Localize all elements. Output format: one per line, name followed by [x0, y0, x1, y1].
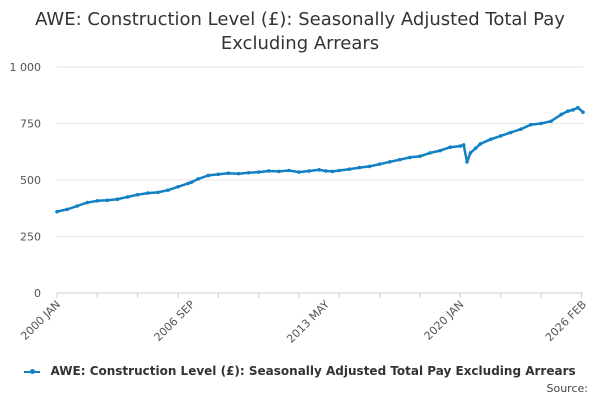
data-point[interactable]: [468, 151, 473, 155]
data-point[interactable]: [246, 170, 251, 175]
data-point[interactable]: [75, 204, 79, 208]
x-tick-label: 2013 MAY: [284, 298, 332, 346]
data-point[interactable]: [135, 192, 140, 197]
data-point[interactable]: [458, 144, 463, 148]
data-point[interactable]: [216, 172, 221, 177]
y-tick-label: 500: [20, 174, 41, 187]
data-point[interactable]: [65, 207, 69, 212]
data-point[interactable]: [330, 169, 335, 174]
data-point[interactable]: [85, 200, 90, 205]
data-point[interactable]: [465, 160, 469, 164]
data-point[interactable]: [581, 110, 585, 114]
data-point[interactable]: [189, 180, 194, 185]
data-point[interactable]: [367, 164, 372, 169]
data-point[interactable]: [307, 169, 311, 173]
data-point[interactable]: [398, 157, 402, 162]
source-label: Source:: [546, 382, 589, 395]
data-point[interactable]: [125, 195, 130, 199]
x-tick-label: 2000 JAN: [18, 298, 63, 343]
data-point[interactable]: [478, 142, 483, 146]
data-point[interactable]: [488, 137, 493, 142]
data-point[interactable]: [539, 121, 543, 126]
y-axis-tick-labels: 0 250 500 750 1 000: [10, 61, 42, 300]
data-point[interactable]: [145, 191, 150, 195]
data-point[interactable]: [347, 167, 352, 171]
series-layer: [55, 105, 585, 214]
data-point[interactable]: [519, 127, 523, 131]
chart-title-line2: Excluding Arrears: [220, 33, 380, 54]
x-tick-label: 2026 FEB: [543, 298, 589, 344]
data-point[interactable]: [461, 143, 466, 147]
data-point[interactable]: [176, 184, 180, 189]
data-point[interactable]: [418, 154, 422, 159]
data-point[interactable]: [166, 188, 170, 192]
data-point[interactable]: [508, 130, 513, 135]
data-point[interactable]: [206, 173, 211, 178]
data-point[interactable]: [196, 177, 200, 181]
grid-lines: [57, 66, 583, 294]
data-point[interactable]: [297, 170, 301, 174]
data-point[interactable]: [115, 197, 120, 202]
data-point[interactable]: [448, 145, 453, 150]
data-point[interactable]: [236, 171, 241, 176]
data-point[interactable]: [549, 119, 553, 124]
data-point[interactable]: [186, 181, 190, 186]
data-point[interactable]: [105, 198, 110, 203]
data-point[interactable]: [337, 168, 342, 173]
data-point[interactable]: [428, 151, 432, 155]
data-point[interactable]: [473, 146, 478, 151]
data-point[interactable]: [156, 190, 160, 195]
data-point[interactable]: [571, 108, 575, 112]
data-point[interactable]: [317, 168, 321, 172]
y-tick-label: 250: [20, 231, 41, 244]
data-point[interactable]: [277, 169, 281, 174]
data-point[interactable]: [324, 169, 328, 173]
data-point[interactable]: [377, 162, 382, 166]
data-point[interactable]: [387, 160, 392, 164]
data-point[interactable]: [256, 170, 261, 174]
data-point[interactable]: [287, 168, 291, 173]
axes: [56, 292, 583, 298]
x-tick-label: 2020 JAN: [422, 298, 467, 343]
data-point[interactable]: [55, 209, 59, 214]
data-point[interactable]: [438, 148, 442, 153]
data-point[interactable]: [498, 134, 503, 138]
y-tick-label: 750: [20, 118, 41, 131]
y-tick-label: 1 000: [10, 61, 42, 74]
data-point[interactable]: [529, 122, 533, 127]
chart-title: AWE: Construction Level (£): Seasonally …: [0, 8, 600, 56]
legend[interactable]: AWE: Construction Level (£): Seasonally …: [0, 364, 600, 378]
legend-swatch-icon: [24, 368, 41, 374]
data-point[interactable]: [576, 105, 580, 110]
data-point[interactable]: [226, 171, 231, 176]
legend-label: AWE: Construction Level (£): Seasonally …: [50, 364, 576, 378]
data-point[interactable]: [266, 169, 271, 173]
data-point[interactable]: [566, 109, 570, 113]
data-point[interactable]: [408, 155, 412, 160]
y-tick-label: 0: [34, 287, 41, 300]
data-point[interactable]: [95, 198, 100, 203]
x-tick-label: 2006 SEP: [152, 298, 198, 344]
x-axis-tick-labels: 2000 JAN 2006 SEP 2013 MAY 2020 JAN 2026 FEB: [18, 298, 589, 346]
chart-title-line1: AWE: Construction Level (£): Seasonally …: [35, 9, 565, 30]
data-point[interactable]: [357, 165, 362, 170]
data-point[interactable]: [559, 112, 563, 117]
